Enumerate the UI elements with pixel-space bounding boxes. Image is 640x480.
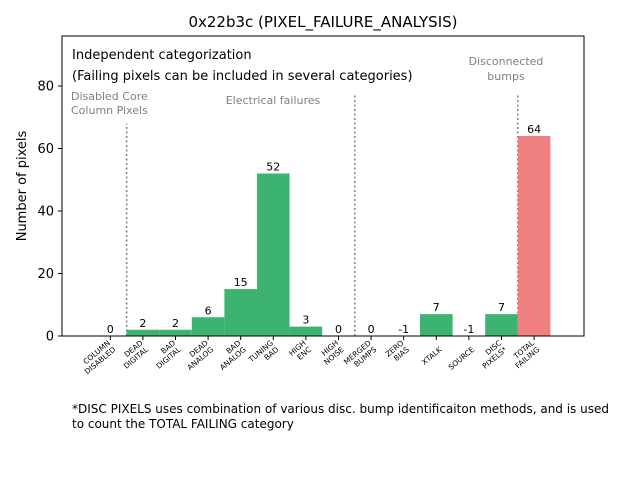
bar bbox=[485, 314, 518, 336]
bar bbox=[420, 314, 453, 336]
value-label: -1 bbox=[463, 323, 474, 336]
y-tick-label: 80 bbox=[37, 80, 54, 95]
bar bbox=[224, 289, 257, 336]
y-tick-label: 60 bbox=[37, 142, 54, 157]
chart-title: 0x22b3c (PIXEL_FAILURE_ANALYSIS) bbox=[188, 13, 457, 32]
value-label: 7 bbox=[498, 301, 505, 314]
value-label: 64 bbox=[527, 123, 541, 136]
value-label: 15 bbox=[234, 276, 248, 289]
bar bbox=[257, 173, 290, 336]
disabled-core-label-2: Column Pixels bbox=[71, 104, 148, 117]
value-label: 2 bbox=[139, 317, 146, 330]
value-label: 6 bbox=[205, 304, 212, 317]
value-label: 0 bbox=[107, 323, 114, 336]
y-tick-label: 0 bbox=[46, 330, 54, 345]
disabled-core-label-1: Disabled Core bbox=[71, 90, 148, 103]
y-tick-label: 20 bbox=[37, 267, 54, 282]
value-label: 0 bbox=[368, 323, 375, 336]
bar bbox=[191, 317, 225, 336]
bar bbox=[517, 136, 551, 336]
bar bbox=[159, 329, 192, 336]
electrical-failures-label: Electrical failures bbox=[226, 94, 321, 107]
value-labels: 0 2 2 6 15 52 3 0 0 -1 7 -1 7 64 bbox=[107, 123, 541, 336]
disconnected-label-2: bumps bbox=[487, 70, 525, 83]
plot-frame bbox=[61, 35, 585, 337]
value-label: 52 bbox=[266, 161, 280, 174]
value-label: 0 bbox=[335, 323, 342, 336]
bar bbox=[289, 326, 323, 336]
bar-series bbox=[126, 136, 551, 336]
value-label: 3 bbox=[302, 314, 309, 327]
footnote-line-1: *DISC PIXELS uses combination of various… bbox=[72, 402, 609, 416]
footnote-line-2: to count the TOTAL FAILING category bbox=[72, 417, 294, 431]
value-label: 7 bbox=[433, 301, 440, 314]
y-axis-label: Number of pixels bbox=[15, 130, 30, 241]
footnote: *DISC PIXELS uses combination of various… bbox=[72, 402, 638, 432]
x-tick-label: XTALK bbox=[420, 344, 444, 367]
value-label: -1 bbox=[398, 323, 409, 336]
x-tick-label-line: XTALK bbox=[420, 344, 444, 367]
x-tick-label-line: SOURCE bbox=[447, 345, 477, 372]
disconnected-label-1: Disconnected bbox=[469, 55, 544, 68]
bar bbox=[126, 329, 160, 336]
x-tick-label: SOURCE bbox=[447, 345, 477, 372]
header-line-1: Independent categorization bbox=[72, 48, 252, 63]
value-label: 2 bbox=[172, 317, 179, 330]
section-dividers bbox=[125, 95, 519, 336]
y-tick-label: 40 bbox=[37, 205, 54, 220]
header-line-2: (Failing pixels can be included in sever… bbox=[72, 69, 413, 84]
y-axis-ticks: 0 20 40 60 80 bbox=[37, 80, 62, 345]
